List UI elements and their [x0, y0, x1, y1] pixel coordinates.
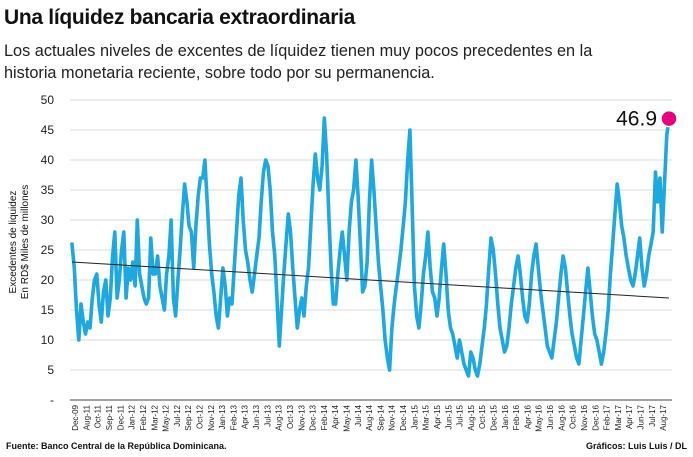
x-tick-label: Dec-14	[399, 404, 408, 430]
x-tick-label: Feb-14	[320, 404, 329, 430]
gridlines	[70, 99, 672, 401]
series-line	[70, 116, 671, 378]
x-tick-label: Jul-13	[263, 404, 272, 426]
x-tick-label: Aug-13	[275, 404, 284, 430]
x-tick-label: Jul-12	[173, 404, 182, 426]
x-tick-label: Apr-15	[433, 404, 442, 429]
x-tick-label: Mar-17	[614, 404, 623, 430]
x-tick-label: Feb-16	[512, 404, 521, 430]
x-axis-ticks: Dec-09 Aug-11 Oct-11 Sep-11 Dec-11 Jan-12 Feb-…	[71, 404, 668, 431]
y-tick-label: 30	[41, 213, 55, 227]
x-tick-label: Jul-14	[354, 404, 363, 426]
x-tick-label: Jun-16	[546, 404, 555, 429]
y-tick-label: 35	[41, 183, 55, 197]
y-tick-label: 10	[41, 333, 55, 347]
x-tick-label: Jan-12	[128, 404, 137, 429]
x-tick-label: Nov-14	[388, 404, 397, 430]
y-tick-label: 15	[41, 303, 55, 317]
y-tick-label: 25	[41, 243, 55, 257]
x-tick-label: Jun-15	[444, 404, 453, 429]
x-tick-label: Feb-12	[139, 404, 148, 430]
x-tick-label: Sep-11	[105, 404, 114, 430]
page-title: Una líquidez bancaria extraordinaria	[4, 6, 355, 29]
y-tick-label: 20	[41, 273, 55, 287]
x-tick-label: Apr-16	[523, 404, 532, 429]
x-tick-label: Mar-12	[150, 404, 159, 430]
y-tick-label: 40	[41, 153, 55, 167]
x-tick-label: Oct-16	[569, 404, 578, 429]
x-tick-label: Nov-13	[297, 404, 306, 430]
x-tick-label: Feb-17	[603, 404, 612, 430]
x-tick-label: Jan-15	[410, 404, 419, 429]
x-tick-label: Jan-13	[218, 404, 227, 429]
x-tick-label: Dec-09	[71, 404, 80, 430]
x-tick-label: Dec-15	[489, 404, 498, 430]
x-tick-label: Aug-15	[467, 404, 476, 430]
highlight-point	[660, 109, 678, 128]
y-tick-label: 5	[47, 363, 54, 377]
x-tick-label: Jan-16	[501, 404, 510, 429]
x-tick-label: Jun-17	[636, 404, 645, 429]
x-tick-label: Sep-12	[184, 404, 193, 430]
trend-line	[71, 261, 670, 299]
x-tick-label: Sep-14	[376, 404, 385, 430]
source-note: Fuente: Banco Central de la República Do…	[6, 441, 227, 451]
x-tick-label: Feb-13	[229, 404, 238, 430]
x-tick-label: Oct-15	[478, 404, 487, 429]
y-tick-label: -	[50, 393, 54, 407]
y-tick-label: 45	[41, 123, 55, 137]
x-tick-label: Jul-15	[456, 404, 465, 426]
x-tick-label: May-16	[535, 404, 544, 431]
page-subtitle: Los actuales niveles de excentes de líqu…	[4, 42, 593, 82]
x-tick-label: Nov-12	[207, 404, 216, 430]
x-tick-label: Oct-12	[195, 404, 204, 429]
x-tick-label: Oct-11	[94, 404, 103, 428]
x-tick-label: Jun-13	[252, 404, 261, 429]
y-tick-label: 50	[41, 93, 55, 107]
x-tick-label: Aug-16	[557, 404, 566, 430]
credit-note: Gráficos: Luis Luis / DL	[585, 441, 687, 451]
x-tick-label: Oct-13	[286, 404, 295, 429]
x-tick-label: May-12	[162, 404, 171, 431]
x-tick-label: Jul-17	[648, 404, 657, 426]
y-axis-ticks: - 5 10 15 20 25 30 35 40 45 50	[41, 93, 55, 407]
x-tick-label: May-14	[342, 404, 351, 431]
x-tick-label: Aug-11	[82, 404, 91, 430]
x-tick-label: Apr-17	[625, 404, 634, 429]
x-tick-label: Aug-14	[365, 404, 374, 430]
x-tick-label: Dec-13	[309, 404, 318, 430]
x-tick-label: Mar-15	[422, 404, 431, 430]
x-tick-label: Apr-13	[241, 404, 250, 429]
highlight-label: 46.9	[616, 108, 657, 131]
x-tick-label: Apr-14	[331, 404, 340, 429]
x-tick-label: Aug-17	[659, 404, 668, 430]
x-tick-label: Dec-11	[116, 404, 125, 430]
x-tick-label: Nov-16	[580, 404, 589, 430]
x-tick-label: Dec-16	[591, 404, 600, 430]
